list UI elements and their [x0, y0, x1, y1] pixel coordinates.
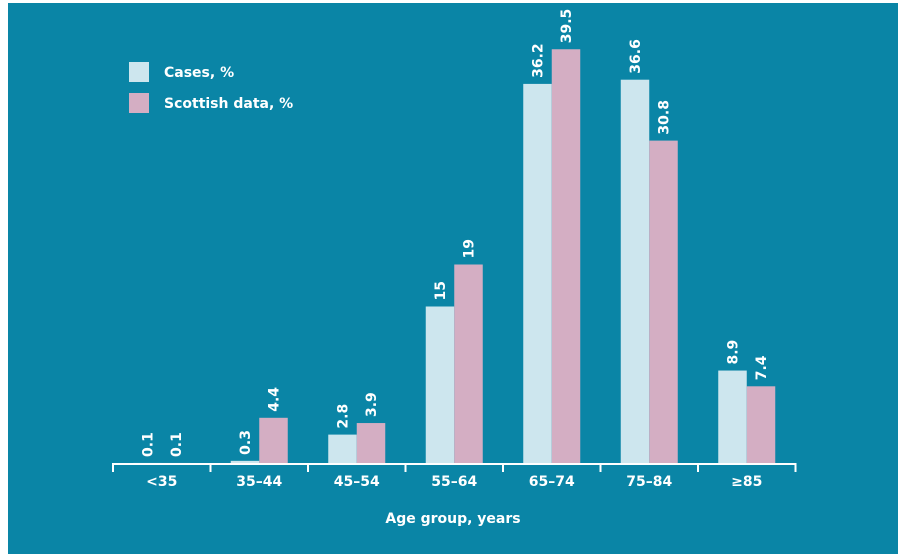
bar-1-4: [425, 306, 455, 464]
bar-2-7: [746, 386, 776, 464]
x-axis-title: Age group, years: [385, 511, 520, 527]
bar-1-2: [230, 460, 260, 464]
bar-1-5: [523, 83, 552, 465]
x-tick-label-7: ≥85: [731, 474, 762, 490]
bar-2-3: [356, 423, 386, 464]
x-tick-label-3: 45–54: [334, 474, 380, 490]
x-tick-label-1: <35: [146, 474, 177, 490]
bar-2-4: [454, 264, 483, 464]
value-label-2-3: 3.9: [364, 392, 380, 417]
value-label-2-1: 0.1: [169, 432, 185, 457]
value-label-1-6: 36.6: [628, 39, 644, 74]
bar-chart: Cases, % Scottish data, % 0.1 0.1 0.3 4.4 2.8…: [112, 9, 797, 527]
bar-1-6: [620, 79, 650, 464]
value-label-2-7: 7.4: [754, 355, 770, 380]
value-label-2-5: 39.5: [559, 9, 575, 44]
value-label-1-5: 36.2: [531, 43, 547, 78]
bar-2-5: [551, 49, 581, 464]
value-label-1-4: 15: [433, 281, 449, 300]
legend-swatch-1: [129, 62, 149, 82]
value-label-1-1: 0.1: [141, 432, 157, 457]
value-labels: 0.1 0.1 0.3 4.4 2.8 3.9 15 19 36.2 39.5 36.6 30.8 8.…: [141, 9, 771, 457]
value-label-2-6: 30.8: [657, 100, 673, 135]
value-label-2-4: 19: [462, 239, 478, 258]
legend-label-2: Scottish data, %: [164, 96, 293, 112]
legend-label-1: Cases, %: [164, 65, 234, 81]
x-tick-labels: <35 35–44 45–54 55–64 65–74 75–84 ≥85: [146, 474, 762, 490]
value-label-2-2: 4.4: [267, 387, 283, 412]
value-label-1-7: 8.9: [726, 340, 742, 365]
legend: Cases, % Scottish data, %: [129, 62, 293, 113]
x-tick-label-6: 75–84: [626, 474, 672, 490]
x-tick-label-5: 65–74: [529, 474, 575, 490]
x-tick-label-2: 35–44: [236, 474, 282, 490]
chart-panel: Cases, % Scottish data, % 0.1 0.1 0.3 4.4 2.8…: [8, 3, 898, 554]
bar-2-6: [649, 140, 678, 464]
legend-swatch-2: [129, 93, 149, 113]
x-tick-label-4: 55–64: [431, 474, 477, 490]
bar-1-7: [718, 370, 747, 464]
bars: [133, 49, 776, 465]
x-axis: [112, 463, 797, 472]
bar-2-2: [259, 417, 288, 464]
value-label-1-3: 2.8: [336, 404, 352, 429]
value-label-1-2: 0.3: [238, 430, 254, 455]
bar-1-3: [328, 434, 357, 464]
